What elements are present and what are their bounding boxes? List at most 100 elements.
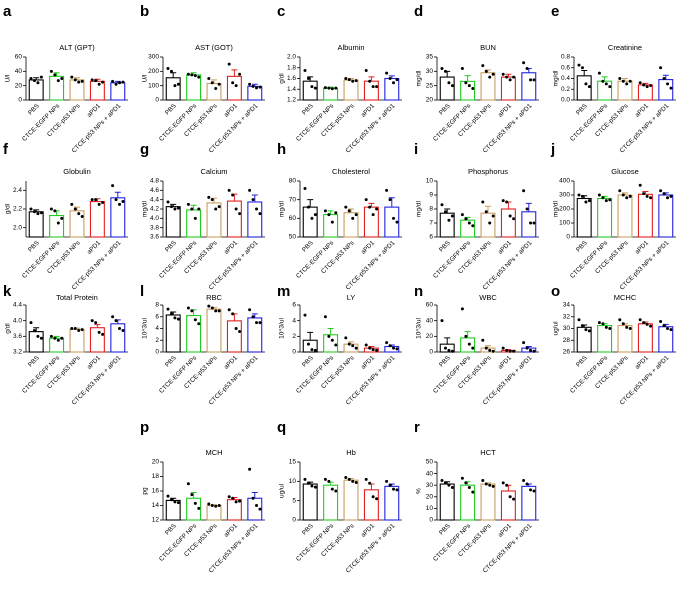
data-point xyxy=(80,79,84,83)
panel-title: Glucose xyxy=(611,167,639,176)
y-tick-label: 30 xyxy=(426,482,434,489)
y-axis-label: mg/dl xyxy=(553,201,560,217)
data-point xyxy=(392,487,396,491)
data-point xyxy=(227,495,231,499)
data-point xyxy=(234,327,238,330)
bar xyxy=(576,197,592,238)
panel-title: Calcium xyxy=(200,167,227,176)
panel-letter: l xyxy=(140,283,144,300)
error-bar xyxy=(170,203,177,207)
x-tick-label: PBS xyxy=(575,240,589,254)
y-tick-label: 80 xyxy=(289,178,297,185)
panel-letter: n xyxy=(414,283,423,300)
data-point xyxy=(484,69,488,73)
panel-title: Albumin xyxy=(337,43,364,52)
data-point xyxy=(481,338,485,342)
data-point xyxy=(313,213,317,217)
y-tick-label: 6 xyxy=(429,234,433,241)
x-tick-label: aPD1 xyxy=(223,239,239,255)
data-point xyxy=(508,495,512,499)
y-tick-label: 26 xyxy=(563,349,571,356)
bar xyxy=(69,328,85,353)
data-point xyxy=(522,341,526,345)
bar xyxy=(363,80,379,101)
data-point xyxy=(97,82,101,86)
data-point xyxy=(450,349,454,353)
x-tick-label: aPD1 xyxy=(634,239,650,255)
data-point xyxy=(371,85,375,89)
data-point xyxy=(193,74,197,78)
data-point xyxy=(388,344,392,348)
error-bar xyxy=(348,208,354,213)
error-bar xyxy=(368,346,375,349)
bar xyxy=(521,72,537,101)
bar xyxy=(323,334,339,353)
data-point xyxy=(210,504,214,507)
bar xyxy=(302,483,318,521)
data-point xyxy=(649,83,653,87)
y-tick-label: 200 xyxy=(148,68,159,75)
bar xyxy=(384,77,400,101)
data-point xyxy=(303,68,307,72)
data-point xyxy=(368,79,372,83)
data-point xyxy=(32,210,36,214)
bar xyxy=(363,206,379,238)
data-point xyxy=(464,217,468,221)
data-point xyxy=(666,196,670,200)
data-point xyxy=(460,307,464,311)
data-point xyxy=(80,214,84,218)
x-tick-label: aPD1 xyxy=(497,239,513,255)
data-point xyxy=(395,347,399,351)
data-point xyxy=(645,194,649,198)
data-point xyxy=(597,193,601,197)
error-bar xyxy=(368,76,375,82)
data-point xyxy=(234,84,238,88)
data-point xyxy=(580,66,584,70)
bar xyxy=(226,499,242,521)
data-point xyxy=(354,480,358,484)
data-point xyxy=(351,479,355,483)
data-point xyxy=(447,483,451,487)
data-point xyxy=(207,195,211,199)
panel-title: RBC xyxy=(206,293,222,302)
data-point xyxy=(587,85,591,89)
data-point xyxy=(77,328,81,332)
data-point xyxy=(460,476,464,480)
y-tick-label: 0 xyxy=(429,349,433,356)
panel-letter: j xyxy=(550,141,555,158)
data-point xyxy=(443,346,447,350)
x-tick-label: aPD1 xyxy=(360,522,376,538)
data-point xyxy=(310,484,314,488)
y-tick-label: 20 xyxy=(15,82,23,89)
data-point xyxy=(587,199,591,203)
bar xyxy=(500,208,516,238)
x-tick-label: PBS xyxy=(438,355,452,369)
data-point xyxy=(628,79,632,83)
data-point xyxy=(258,212,262,216)
y-axis-label: % xyxy=(416,488,423,494)
data-point xyxy=(491,72,495,76)
y-tick-label: 60 xyxy=(289,215,297,222)
error-bar xyxy=(307,331,314,341)
data-point xyxy=(334,86,338,90)
x-tick-label: aPD1 xyxy=(86,354,102,370)
data-point xyxy=(56,221,60,225)
panel-title: AST (GOT) xyxy=(195,43,233,52)
data-point xyxy=(464,481,468,485)
x-tick-label: PBS xyxy=(164,240,178,254)
data-point xyxy=(313,485,317,489)
y-tick-label: 60 xyxy=(426,302,434,309)
y-tick-label: 50 xyxy=(426,459,434,466)
bar xyxy=(28,79,44,101)
data-point xyxy=(166,307,170,311)
data-point xyxy=(618,77,622,80)
data-point xyxy=(217,504,221,507)
panel-title: MCH xyxy=(205,448,222,457)
